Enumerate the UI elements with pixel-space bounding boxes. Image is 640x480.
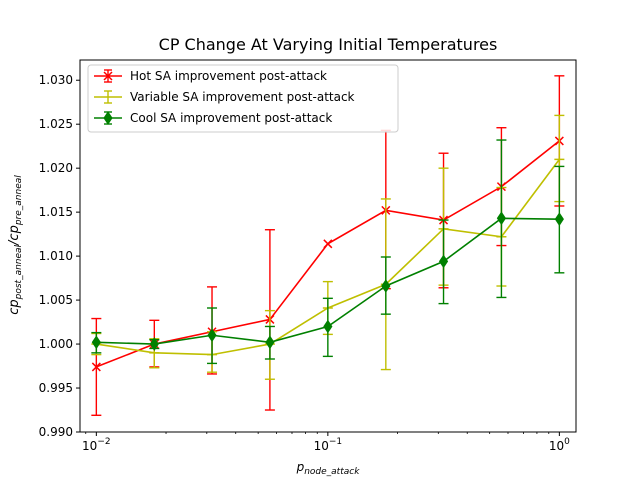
x-tick-label: 10−2 [82, 437, 111, 453]
data-point [207, 328, 217, 343]
y-tick-label: 1.030 [39, 73, 73, 87]
series-2 [91, 139, 565, 365]
x-tick-label: 10−1 [314, 437, 343, 453]
y-tick-label: 1.000 [39, 337, 73, 351]
legend-label: Variable SA improvement post-attack [130, 90, 355, 104]
data-point [496, 211, 507, 226]
y-tick-label: 1.005 [39, 293, 73, 307]
legend: Hot SA improvement post-attack Variable S… [87, 64, 399, 133]
data-point [554, 212, 564, 227]
plot-area [91, 75, 565, 416]
y-tick-label: 0.990 [39, 425, 73, 439]
data-point [265, 335, 275, 350]
data-point [91, 335, 101, 350]
y-tick-label: 1.015 [39, 205, 73, 219]
axes: 0.990 0.995 1.000 1.005 1.010 1.015 1.020 1.025… [39, 59, 577, 453]
y-tick-label: 1.010 [39, 249, 73, 263]
data-point [323, 319, 333, 334]
x-tick-label: 100 [549, 437, 570, 453]
data-point [438, 254, 449, 269]
legend-label: Cool SA improvement post-attack [130, 111, 332, 125]
x-axis-label: pnode_attack [296, 460, 361, 477]
legend-frame [87, 64, 399, 133]
data-point [149, 337, 159, 351]
data-point [323, 239, 333, 249]
legend-marker [103, 111, 113, 125]
y-axis-label: cppost_anneal/cppre_anneal [7, 175, 24, 315]
legend-item: Hot SA improvement post-attack [94, 69, 327, 83]
legend-item: Variable SA improvement post-attack [94, 90, 355, 104]
y-tick-label: 1.025 [39, 117, 73, 131]
data-point [381, 279, 391, 293]
chart-title: CP Change At Varying Initial Temperature… [159, 35, 498, 54]
legend-label: Hot SA improvement post-attack [130, 69, 327, 83]
legend-item: Cool SA improvement post-attack [94, 111, 332, 125]
legend-marker [103, 71, 113, 81]
y-tick-label: 1.020 [39, 161, 73, 175]
data-point [91, 362, 101, 372]
y-tick-label: 0.995 [39, 381, 73, 395]
